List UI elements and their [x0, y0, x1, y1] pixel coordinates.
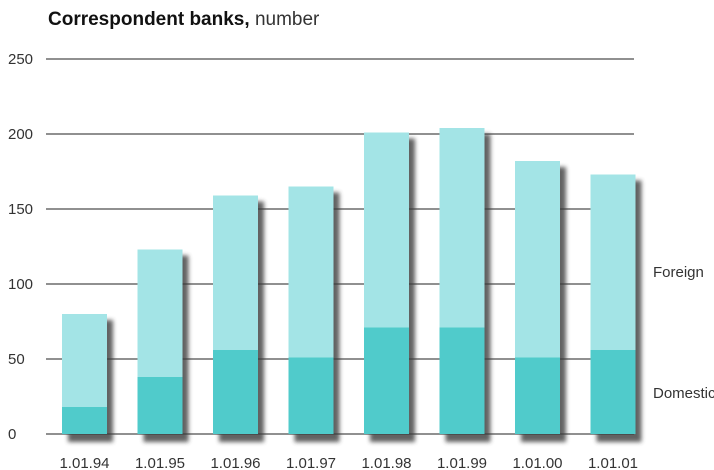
bar-domestic-1.01.96 — [213, 350, 258, 434]
y-axis-ticks: 0 50 100 150 200 250 — [8, 51, 33, 443]
bar-domestic-1.01.00 — [515, 357, 560, 434]
x-tick-label-1.01.01: 1.01.01 — [588, 455, 638, 470]
legend: Foreign Domestic — [653, 264, 714, 402]
y-tick-label-150: 150 — [8, 201, 33, 218]
chart-title: Correspondent banks, number — [48, 9, 319, 31]
x-tick-label-1.01.95: 1.01.95 — [135, 455, 185, 470]
bar-domestic-1.01.94 — [62, 407, 107, 434]
bar-foreign-1.01.94 — [62, 314, 107, 407]
bar-foreign-1.01.95 — [137, 249, 183, 377]
x-axis-labels: 1.01.94 1.01.95 1.01.96 1.01.97 1.01.98 1.01.… — [59, 455, 638, 470]
bar-domestic-1.01.01 — [590, 350, 636, 434]
legend-domestic: Domestic — [653, 385, 714, 402]
bar-foreign-1.01.97 — [288, 186, 334, 358]
x-tick-label-1.01.96: 1.01.96 — [210, 455, 260, 470]
chart-title-unit: number — [254, 9, 320, 30]
bar-foreign-1.01.00 — [515, 161, 560, 358]
x-tick-label-1.01.94: 1.01.94 — [59, 455, 109, 470]
bar-foreign-1.01.99 — [439, 128, 485, 328]
bar-domestic-1.01.95 — [137, 377, 183, 434]
x-tick-label-1.01.98: 1.01.98 — [361, 455, 411, 470]
bars — [62, 128, 636, 434]
y-tick-label-250: 250 — [8, 51, 33, 68]
bar-domestic-1.01.99 — [439, 327, 485, 434]
bar-foreign-1.01.96 — [213, 195, 258, 350]
y-tick-label-200: 200 — [8, 126, 33, 143]
y-tick-label-0: 0 — [8, 426, 16, 443]
legend-foreign: Foreign — [653, 264, 704, 281]
x-tick-label-1.01.00: 1.01.00 — [512, 455, 562, 470]
x-tick-label-1.01.99: 1.01.99 — [437, 455, 487, 470]
x-tick-label-1.01.97: 1.01.97 — [286, 455, 336, 470]
y-tick-label-50: 50 — [8, 351, 25, 368]
bar-foreign-1.01.01 — [590, 174, 636, 350]
y-tick-label-100: 100 — [8, 276, 33, 293]
bar-domestic-1.01.97 — [288, 357, 334, 434]
chart-title-bold: Correspondent banks, — [48, 9, 250, 30]
bar-foreign-1.01.98 — [364, 132, 409, 328]
bar-domestic-1.01.98 — [364, 327, 409, 434]
